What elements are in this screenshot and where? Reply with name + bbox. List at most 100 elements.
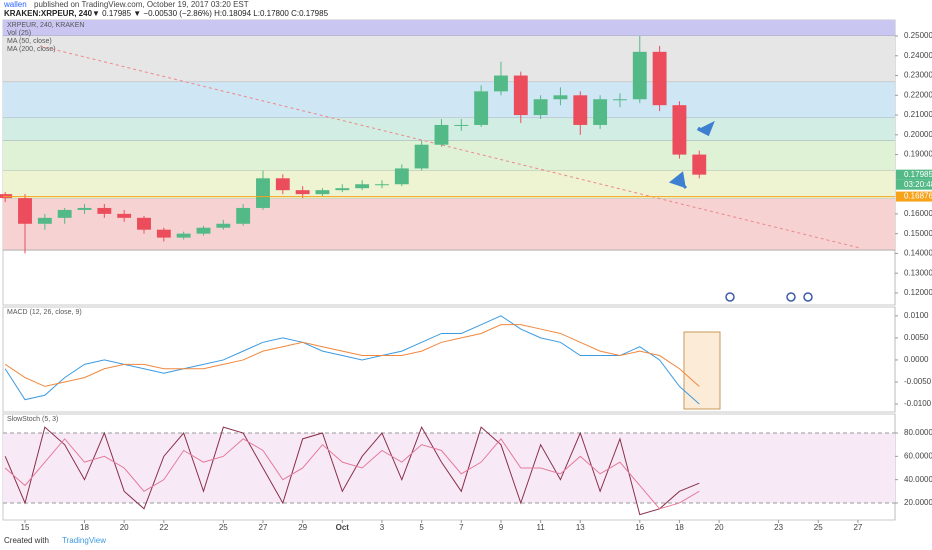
x-tick-label: 9 [499,523,504,532]
y-tick-label: 0.12000 [904,288,932,297]
candle-body [256,178,270,208]
candle-body [18,198,32,224]
x-tick-label: 25 [219,523,228,532]
x-tick-label: 3 [380,523,385,532]
y-tick-label: 0.23000 [904,71,932,80]
arrow [668,171,688,190]
candle-body [216,223,231,228]
candle-body [137,217,151,230]
candle-body [692,154,707,175]
footer-brand[interactable]: TradingView [62,536,106,545]
candle-body [196,227,211,234]
x-tick-label: 5 [419,523,424,532]
y-tick-label: 0.21000 [904,110,932,119]
x-tick-label: 25 [814,523,823,532]
y-tick-label: 80.0000 [904,428,932,437]
series-line [4,426,700,516]
y-tick-label: 0.20000 [904,130,932,139]
legend-entry: MACD (12, 26, close, 9) [7,309,82,316]
candle-body [117,213,132,218]
candle-body [414,144,429,169]
candle-body [454,124,469,126]
candle-body [156,229,171,238]
y-tick-label: 0.16000 [904,209,932,218]
y-tick-label: 60.0000 [904,451,932,460]
y-tick-label: 0.13000 [904,268,932,277]
candle-body [375,184,389,186]
candle-body [632,51,647,100]
fib-band [3,170,895,199]
candle-body [593,99,608,125]
candle-body [394,168,409,185]
y-tick-label: 0.14000 [904,249,932,258]
x-tick-label: 27 [853,523,862,532]
legend-entry: SlowStoch (5, 3) [7,416,58,423]
highlight-box [683,331,721,410]
fib-band [3,20,895,37]
candle-body [295,190,310,195]
x-tick-label: 27 [259,523,268,532]
series-line [4,438,700,510]
y-tick-label: 40.0000 [904,475,932,484]
legend-entry: XRPEUR, 240, KRAKEN [7,22,84,29]
y-tick-label: 0.19000 [904,150,932,159]
candle-body [236,207,251,224]
footer-created: Created with [4,536,49,545]
y-tick-label: 0.25000 [904,31,932,40]
candle-body [77,207,92,210]
candle-body [613,99,627,101]
x-tick-label: 11 [536,523,545,532]
candle-body [573,95,588,125]
fib-band [3,118,895,141]
candle-body [494,75,508,92]
y-tick-label: 0.24000 [904,51,932,60]
fib-band [3,198,895,251]
legend-entry: MA (50, close) [7,38,52,45]
trend-line [39,45,861,249]
quote: ▼ 0.17985 ▼ −0.00530 (−2.86%) H:0.18094 … [92,9,329,18]
x-tick-label: 15 [21,523,30,532]
last-price-box [896,169,932,180]
level-price-box [896,191,932,202]
legend-entry: MA (200, close) [7,46,56,53]
candle-body [553,95,568,100]
symbol: KRAKEN:XRPEUR, 240 [4,9,93,18]
y-tick-label: 0.0100 [904,311,929,320]
x-tick-label: Oct [336,523,350,532]
x-tick-label: 7 [459,523,464,532]
published: published on TradingView.com, October 19… [34,0,249,9]
candle-body [474,91,489,125]
author[interactable]: wallen [3,0,27,9]
x-tick-label: 22 [159,523,168,532]
x-tick-label: 20 [120,523,129,532]
candle-body [335,188,350,191]
x-tick-label: 23 [774,523,783,532]
y-tick-label: 0.15000 [904,229,932,238]
event-icon [725,292,735,302]
candle-body [97,207,112,214]
fib-band [3,36,895,83]
stoch-band [3,433,895,503]
candle-body [275,178,290,191]
x-tick-label: 16 [635,523,644,532]
y-tick-label: 0.0050 [904,333,929,342]
level-price: 0.16876 [904,192,932,201]
time-box [896,179,932,190]
candle-body [57,209,72,218]
x-tick-label: 20 [715,523,724,532]
legend-entry: Vol (25) [7,30,31,37]
arrow [696,120,715,137]
candle-body [355,184,370,189]
y-tick-label: 0.22000 [904,90,932,99]
candle-body [434,124,449,145]
last-time: 03:20:48 [904,180,932,189]
event-icon [803,292,813,302]
candle-body [672,105,687,155]
x-tick-label: 29 [298,523,307,532]
last-price: 0.17985 [904,170,932,179]
y-tick-label: 20.0000 [904,498,932,507]
fib-band [3,140,895,171]
series-line [4,315,700,405]
y-tick-label: 0.0000 [904,355,929,364]
